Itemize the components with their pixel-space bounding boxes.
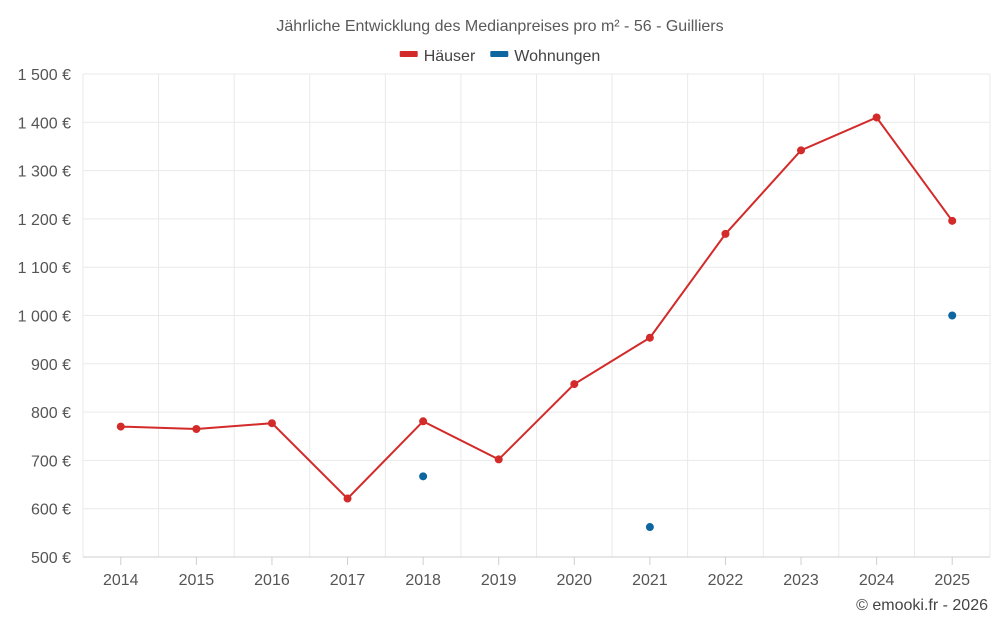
x-tick-label: 2024 <box>859 572 895 589</box>
y-tick-label: 800 € <box>31 405 71 422</box>
y-tick-label: 1 200 € <box>18 212 71 229</box>
y-tick-label: 900 € <box>31 357 71 374</box>
y-tick-label: 700 € <box>31 453 71 470</box>
x-tick-label: 2015 <box>179 572 215 589</box>
data-point[interactable] <box>570 380 578 388</box>
x-tick-label: 2022 <box>708 572 744 589</box>
data-point[interactable] <box>419 472 427 480</box>
data-point[interactable] <box>873 113 881 121</box>
legend-swatch <box>400 51 418 57</box>
legend-label: Häuser <box>424 48 476 65</box>
data-point[interactable] <box>797 146 805 154</box>
legend-swatch <box>490 51 508 57</box>
y-tick-label: 1 100 € <box>18 260 71 277</box>
data-point[interactable] <box>948 217 956 225</box>
x-tick-label: 2019 <box>481 572 517 589</box>
x-axis: 2014 2015 2016 2017 2018 2019 2020 2021 2022 2023… <box>83 557 990 589</box>
y-tick-label: 600 € <box>31 502 71 519</box>
grid <box>83 74 990 557</box>
data-point[interactable] <box>192 425 200 433</box>
median-price-chart: Jährliche Entwicklung des Medianpreises … <box>0 0 1000 625</box>
data-point[interactable] <box>344 495 352 503</box>
credit-text: © emooki.fr - 2026 <box>856 597 988 614</box>
x-tick-label: 2025 <box>934 572 970 589</box>
data-point[interactable] <box>268 419 276 427</box>
y-tick-label: 1 300 € <box>18 164 71 181</box>
y-tick-label: 1 500 € <box>18 67 71 84</box>
legend-label: Wohnungen <box>514 48 600 65</box>
x-tick-label: 2018 <box>405 572 441 589</box>
legend: Häuser Wohnungen <box>400 48 601 65</box>
y-axis: 500 € 600 € 700 € 800 € 900 € 1 000 € 1 100 € 1… <box>18 67 71 567</box>
legend-item[interactable]: Häuser <box>400 48 476 65</box>
chart-title: Jährliche Entwicklung des Medianpreises … <box>276 18 723 35</box>
y-tick-label: 1 000 € <box>18 309 71 326</box>
data-point[interactable] <box>646 523 654 531</box>
y-tick-label: 500 € <box>31 550 71 567</box>
data-point[interactable] <box>646 334 654 342</box>
data-point[interactable] <box>117 423 125 431</box>
data-point[interactable] <box>419 417 427 425</box>
y-tick-label: 1 400 € <box>18 115 71 132</box>
x-tick-label: 2020 <box>556 572 592 589</box>
x-tick-label: 2016 <box>254 572 290 589</box>
x-tick-label: 2021 <box>632 572 668 589</box>
data-point[interactable] <box>948 312 956 320</box>
x-tick-label: 2017 <box>330 572 366 589</box>
data-point[interactable] <box>495 455 503 463</box>
x-tick-label: 2014 <box>103 572 139 589</box>
data-point[interactable] <box>721 230 729 238</box>
x-tick-label: 2023 <box>783 572 819 589</box>
legend-item[interactable]: Wohnungen <box>490 48 600 65</box>
